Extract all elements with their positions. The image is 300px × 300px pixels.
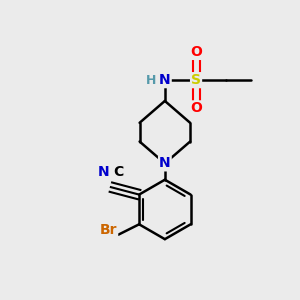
- Text: N: N: [98, 165, 110, 179]
- Text: N: N: [159, 156, 171, 170]
- Text: S: S: [191, 73, 201, 87]
- Text: C: C: [114, 165, 124, 179]
- Text: Br: Br: [100, 223, 117, 237]
- Text: N: N: [159, 73, 171, 87]
- Text: O: O: [190, 45, 202, 59]
- Text: O: O: [190, 101, 202, 116]
- Text: H: H: [146, 74, 157, 87]
